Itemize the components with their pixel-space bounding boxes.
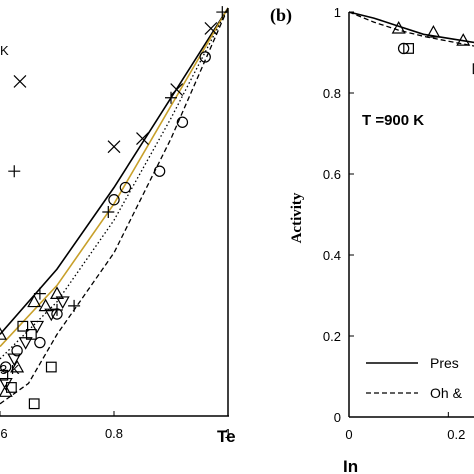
panel-a-ticks: 6 0.8 1 bbox=[0, 411, 232, 441]
a-x-tick-label-2: 1 bbox=[224, 426, 231, 441]
b-marker-square-0 bbox=[403, 43, 414, 54]
panel-a-series-lines bbox=[0, 7, 229, 405]
panel-b-legend-label-0: Pres bbox=[430, 355, 459, 371]
b-marker-square-1 bbox=[472, 63, 474, 75]
a-marker-circle-8 bbox=[199, 51, 211, 63]
b-y-tick-label-0: 0 bbox=[334, 410, 341, 425]
a-marker-plus-0 bbox=[8, 165, 21, 178]
panel-b-y-axis-label: Activity bbox=[289, 192, 305, 243]
b-y-tick-label-3: 0.6 bbox=[323, 167, 341, 182]
a-series-line-solid-gold-1 bbox=[0, 7, 229, 348]
a-marker-cross-2 bbox=[136, 132, 149, 145]
a-marker-cross-4 bbox=[204, 21, 218, 35]
a-marker-cross-0 bbox=[13, 75, 27, 88]
a-marker-plus-3 bbox=[68, 299, 81, 312]
panel-b-x-axis-label: In bbox=[343, 457, 358, 474]
panel-a-axes-frame bbox=[0, 8, 229, 417]
a-marker-square-3 bbox=[25, 329, 37, 340]
panel-a-x-axis-label: Te bbox=[217, 427, 236, 446]
b-x-tick-label-0: 0 bbox=[345, 427, 352, 442]
panel-b-ticks: 0 0.2 0 0.2 0.4 0.6 0.8 1 bbox=[323, 5, 465, 442]
a-marker-circle-7 bbox=[176, 116, 189, 128]
a-marker-triangle-2 bbox=[10, 359, 25, 373]
a-marker-circle-2 bbox=[34, 336, 46, 349]
panel-b-legend: Pres Oh & bbox=[366, 355, 463, 401]
panel-a: 6 0.8 1 K 3 K Te bbox=[0, 6, 236, 446]
a-marker-cross-1 bbox=[107, 140, 121, 154]
panel-a-markers bbox=[0, 6, 229, 410]
a-marker-plus-6 bbox=[216, 6, 229, 19]
a-marker-circle-1 bbox=[11, 345, 23, 357]
a-marker-plus-1 bbox=[33, 287, 46, 300]
a-marker-del-4 bbox=[44, 308, 59, 322]
panel-b-label: (b) bbox=[270, 5, 292, 26]
b-marker-triangle-0 bbox=[391, 20, 406, 34]
a-marker-square-0 bbox=[0, 369, 9, 381]
a-marker-circle-6 bbox=[153, 165, 166, 177]
a-marker-triangle-0 bbox=[0, 327, 8, 340]
b-x-tick-label-1: 0.2 bbox=[447, 427, 465, 442]
a-marker-del-3 bbox=[30, 320, 45, 334]
b-marker-triangle-2 bbox=[456, 33, 471, 46]
a-marker-del-1 bbox=[7, 353, 22, 367]
a-marker-circle-4 bbox=[108, 194, 120, 206]
a-marker-square-1 bbox=[5, 382, 17, 393]
a-marker-plus-4 bbox=[102, 206, 115, 218]
panel-a-annotation-bottom: 3 K bbox=[0, 362, 20, 377]
panel-b-axes-frame bbox=[348, 12, 474, 418]
a-marker-square-4 bbox=[28, 398, 40, 410]
b-y-tick-label-4: 0.8 bbox=[323, 86, 341, 101]
a-marker-circle-5 bbox=[119, 181, 132, 194]
a-x-tick-label-1: 0.8 bbox=[105, 426, 123, 441]
a-x-tick-label-0: 6 bbox=[0, 426, 7, 441]
b-series-line-dashed-1 bbox=[348, 11, 474, 47]
a-marker-del-0 bbox=[0, 377, 13, 391]
a-marker-circle-3 bbox=[51, 308, 63, 320]
panel-b-legend-label-1: Oh & bbox=[430, 385, 463, 401]
b-y-tick-label-5: 1 bbox=[334, 5, 341, 20]
a-marker-del-2 bbox=[18, 337, 33, 350]
a-marker-square-2 bbox=[17, 320, 29, 332]
a-marker-plus-5 bbox=[165, 91, 177, 104]
panel-b-series-lines bbox=[348, 11, 474, 47]
b-y-tick-label-2: 0.4 bbox=[323, 248, 341, 263]
a-marker-circle-0 bbox=[0, 361, 12, 373]
a-series-line-solid-black-0 bbox=[0, 7, 229, 335]
a-marker-triangle-1 bbox=[0, 384, 13, 397]
b-marker-triangle-1 bbox=[426, 25, 441, 38]
a-marker-cross-3 bbox=[170, 83, 184, 97]
a-marker-square-5 bbox=[45, 361, 57, 373]
panel-b-annotation-temperature: T =900 K bbox=[362, 112, 424, 129]
b-series-line-solid-0 bbox=[348, 11, 474, 44]
panel-b: (b) 0 0.2 0 0.2 0.4 0.6 0.8 1 T =900 K Activity… bbox=[270, 5, 474, 474]
a-marker-del-5 bbox=[55, 296, 70, 309]
a-series-line-dotted-2 bbox=[0, 7, 229, 360]
panel-b-markers bbox=[391, 20, 474, 75]
panel-a-annotation-top: K bbox=[0, 43, 9, 58]
b-y-tick-label-1: 0.2 bbox=[323, 329, 341, 344]
a-marker-triangle-3 bbox=[27, 294, 42, 308]
